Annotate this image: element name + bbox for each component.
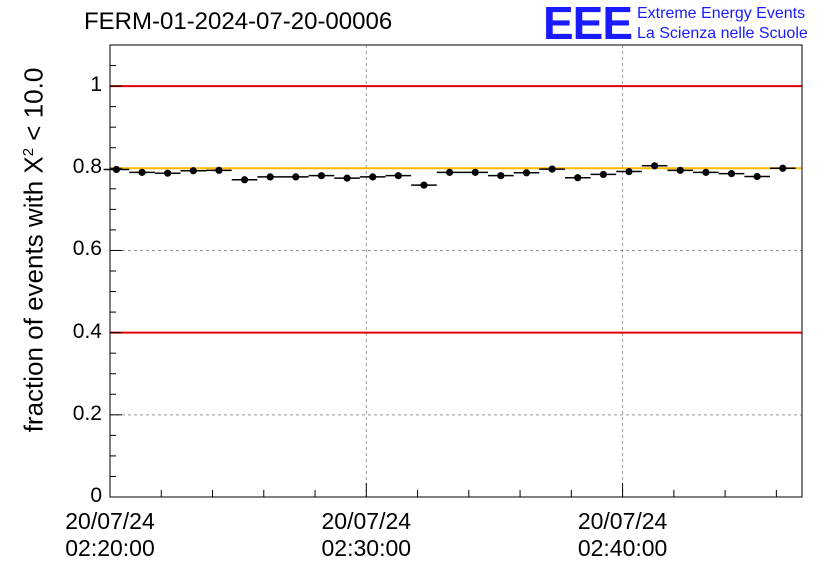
y-tick-label: 0.8: [72, 155, 102, 179]
y-tick-label: 1: [90, 73, 102, 97]
data-point: [727, 170, 736, 178]
x-tick-label: 20/07/24 02:30:00: [322, 508, 412, 562]
data-point: [369, 173, 377, 181]
grid-lines: [110, 45, 802, 497]
y-axis-label-tail: < 10.0: [18, 67, 49, 148]
y-tick-label: 0.6: [72, 237, 102, 261]
reference-lines: [110, 85, 802, 334]
data-point: [112, 165, 121, 174]
y-axis-label: fraction of events with X2 < 10.0: [19, 68, 50, 433]
data-point: [189, 167, 197, 175]
data-point: [676, 166, 684, 174]
data-point: [471, 168, 479, 176]
data-point: [548, 165, 556, 173]
chart-title: FERM-01-2024-07-20-00006: [84, 8, 393, 35]
axis-ticks: [109, 44, 777, 498]
x-tick-label: 20/07/24 02:20:00: [65, 508, 155, 562]
data-point: [215, 166, 223, 174]
data-point: [292, 173, 300, 181]
data-point: [420, 181, 428, 189]
data-point: [522, 169, 531, 177]
y-tick-label: 0.2: [72, 401, 102, 425]
data-points: [103, 162, 796, 189]
x-tick-time: 02:40:00: [577, 535, 668, 561]
logo-caption-line1: Extreme Energy Events: [637, 5, 806, 22]
data-point: [625, 167, 633, 176]
data-point: [343, 174, 351, 182]
x-tick-time: 02:30:00: [321, 535, 412, 561]
data-point: [574, 174, 582, 182]
y-axis-label-superscript: 2: [19, 147, 37, 157]
x-tick-label: 20/07/24 02:40:00: [578, 508, 668, 562]
x-tick-date: 20/07/24: [577, 508, 668, 534]
logo-caption-line2: La Scienza nelle Scuole: [637, 25, 808, 42]
data-point: [164, 169, 172, 177]
y-axis-label-main: fraction of events with X: [18, 156, 49, 433]
data-point: [497, 172, 505, 180]
data-point: [138, 168, 146, 176]
data-point: [779, 164, 787, 172]
x-tick-date: 20/07/24: [65, 508, 155, 534]
x-tick-date: 20/07/24: [321, 508, 412, 534]
data-point: [651, 162, 659, 170]
data-point: [445, 168, 454, 176]
data-point: [240, 176, 249, 184]
eee-logo: EEE: [543, 0, 633, 49]
data-point: [702, 168, 710, 176]
data-point: [266, 173, 274, 181]
data-point: [394, 172, 402, 180]
x-tick-time: 02:20:00: [65, 535, 155, 561]
y-tick-label: 0.4: [72, 319, 102, 343]
y-tick-label: 0: [90, 484, 102, 507]
data-point: [317, 172, 326, 180]
data-point: [753, 172, 761, 181]
data-point: [599, 170, 607, 179]
plot-frame: [109, 44, 803, 498]
